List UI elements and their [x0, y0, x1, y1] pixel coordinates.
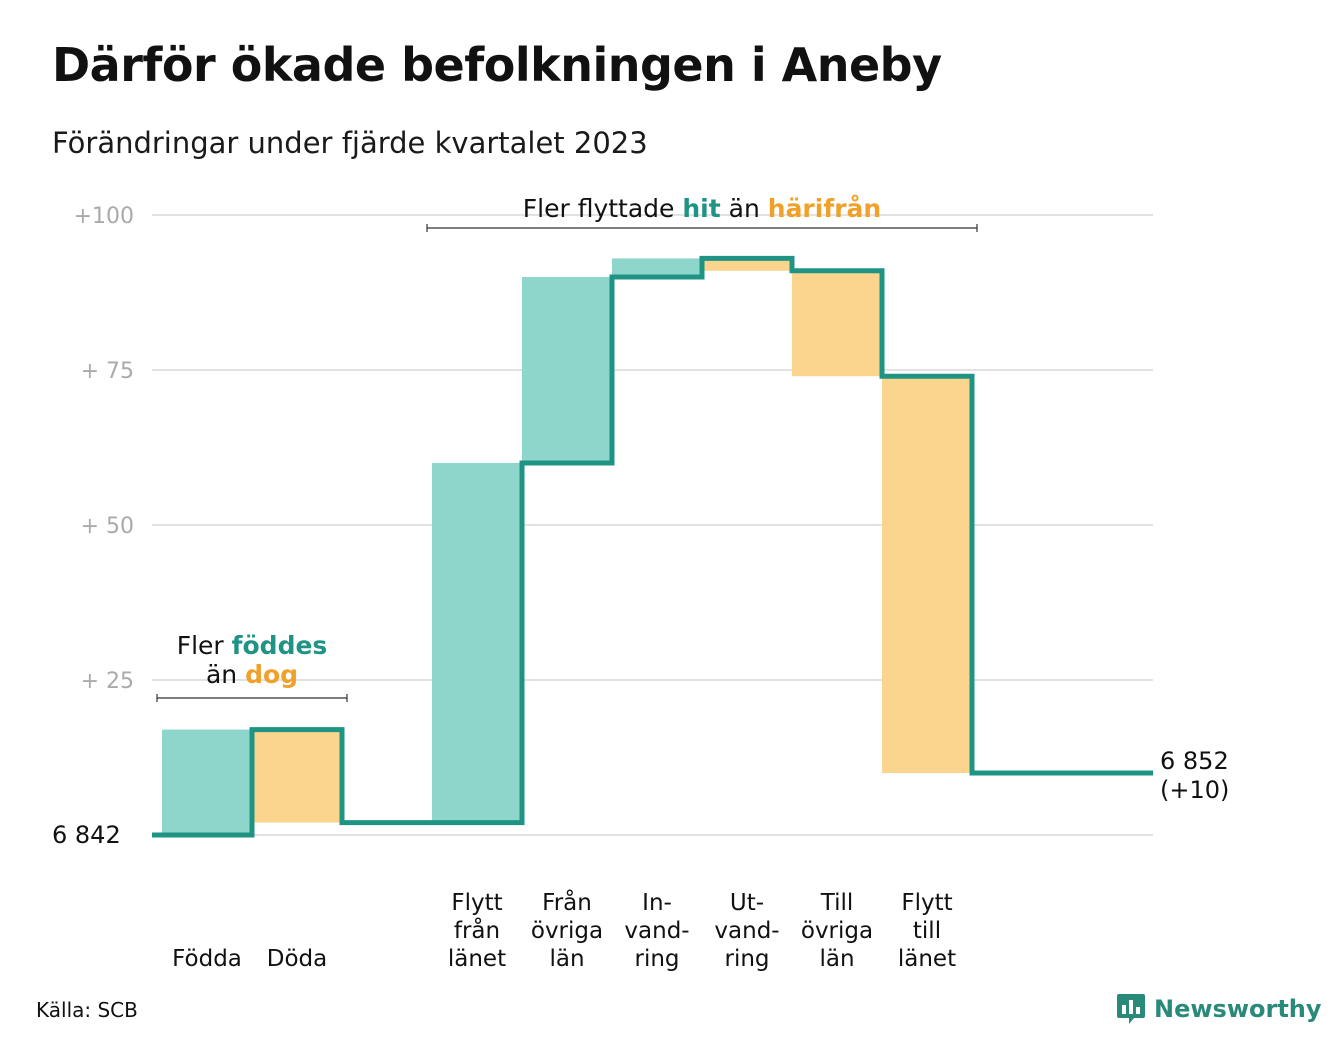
category-label: från: [454, 916, 500, 944]
annotation-segment: Fler: [177, 631, 232, 660]
category-label: ring: [634, 946, 679, 972]
y-tick-label: +100: [74, 204, 134, 229]
annotation-segment: än: [721, 194, 768, 223]
start-value-label: 6 842: [52, 821, 121, 849]
category-label: Ut-: [730, 890, 764, 916]
end-value-label: 6 852: [1160, 747, 1229, 775]
category-label: Döda: [267, 946, 327, 972]
category-label: län: [819, 946, 854, 972]
annotation-segment: föddes: [232, 631, 328, 660]
waterfall-bar: [522, 277, 612, 463]
chart-title: Därför ökade befolkningen i Aneby: [52, 38, 942, 92]
waterfall-bar: [252, 729, 342, 823]
y-tick-label: + 25: [81, 669, 134, 694]
category-label: Till: [820, 890, 854, 916]
annotation-segment: Fler flyttade: [523, 194, 683, 223]
annotation-text: Fler flyttade hit än härifrån: [523, 194, 881, 223]
brand-name: Newsworthy: [1154, 995, 1322, 1023]
category-label: Från: [542, 888, 592, 916]
category-label: vand-: [624, 918, 689, 944]
category-label: övriga: [531, 918, 603, 944]
annotation-text: än dog: [206, 660, 298, 689]
chart-subtitle: Förändringar under fjärde kvartalet 2023: [52, 126, 648, 160]
annotation-segment: än: [206, 660, 245, 689]
y-tick-label: + 75: [81, 359, 134, 384]
category-label: till: [913, 918, 941, 944]
category-label: ring: [724, 946, 769, 972]
annotation-text: Fler föddes: [177, 631, 328, 660]
category-label: län: [549, 946, 584, 972]
end-value-label: (+10): [1160, 776, 1229, 804]
source-note: Källa: SCB: [36, 998, 138, 1022]
annotation-segment: härifrån: [768, 194, 881, 223]
y-tick-label: + 50: [81, 514, 134, 539]
waterfall-bar: [612, 258, 702, 277]
waterfall-bar: [792, 270, 882, 377]
category-label: övriga: [801, 918, 873, 944]
annotation-segment: dog: [245, 660, 298, 689]
waterfall-bar: [882, 376, 972, 773]
category-label: Flytt: [901, 890, 952, 916]
category-label: Flytt: [451, 890, 502, 916]
category-label: Födda: [172, 946, 242, 972]
category-label: länet: [898, 946, 956, 972]
category-label: länet: [448, 946, 506, 972]
waterfall-bar: [702, 258, 792, 271]
category-label: In-: [642, 890, 672, 916]
annotation-segment: hit: [682, 194, 720, 223]
waterfall-bar: [162, 729, 252, 835]
newsworthy-logo-icon: [1117, 994, 1145, 1024]
brand-logo: Newsworthy: [1116, 992, 1322, 1026]
category-label: vand-: [714, 918, 779, 944]
waterfall-bar: [432, 463, 522, 823]
cumulative-step-line: [152, 255, 1153, 838]
